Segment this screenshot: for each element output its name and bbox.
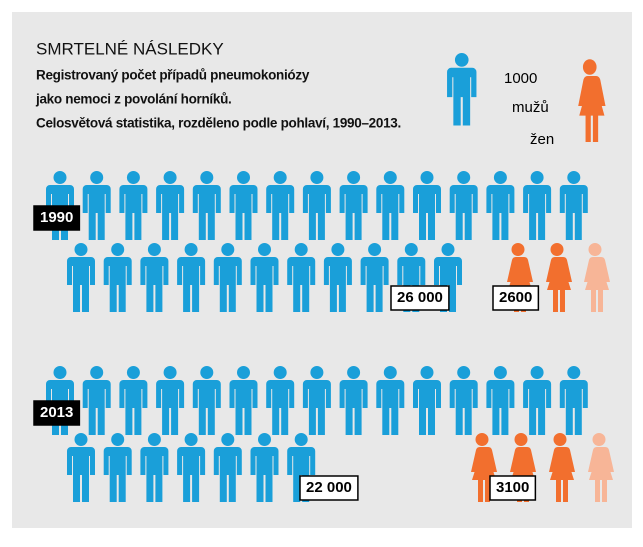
subtitle: Celosvětová statistika, rozděleno podle … bbox=[36, 116, 401, 131]
value-label: 2600 bbox=[499, 289, 532, 306]
legend-label: mužů bbox=[512, 99, 549, 116]
value-box bbox=[489, 475, 537, 501]
year-box bbox=[33, 205, 81, 231]
legend-unit: 1000 bbox=[504, 70, 537, 87]
value-box bbox=[390, 285, 450, 311]
value-label: 22 000 bbox=[306, 479, 352, 496]
year-label: 1990 bbox=[40, 209, 73, 226]
year-box bbox=[33, 400, 81, 426]
value-box bbox=[299, 475, 359, 501]
subtitle: jako nemoci z povolání horníků. bbox=[35, 92, 231, 107]
year-label: 2013 bbox=[40, 404, 73, 421]
value-label: 3100 bbox=[496, 479, 529, 496]
subtitle: Registrovaný počet případů pneumokoniózy bbox=[36, 68, 310, 83]
value-label: 26 000 bbox=[397, 289, 443, 306]
value-box bbox=[492, 285, 540, 311]
legend-label: žen bbox=[530, 131, 554, 148]
title: SMRTELNÉ NÁSLEDKY bbox=[36, 39, 224, 58]
